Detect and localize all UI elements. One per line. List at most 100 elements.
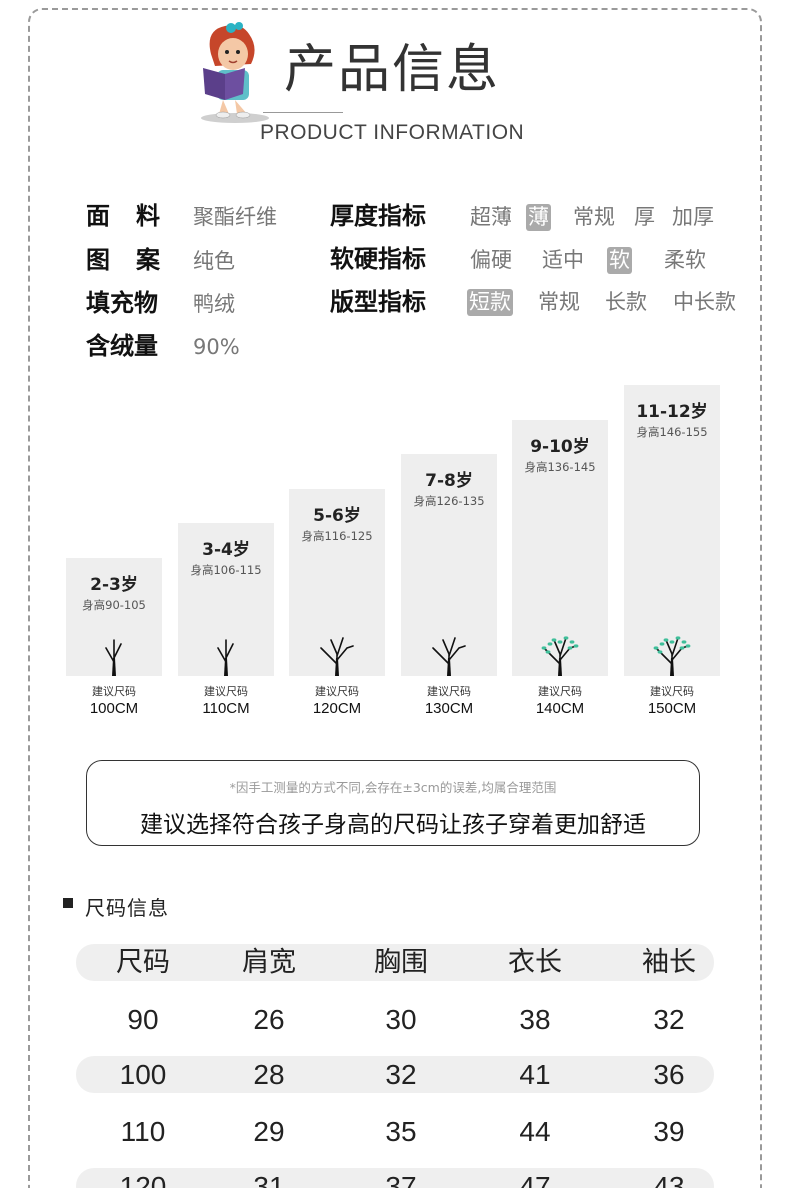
height-bar: 11-12岁身高146-155	[624, 385, 720, 676]
measurement-error-note: *因手工测量的方式不同,会存在±3cm的误差,均属合理范围	[229, 780, 557, 795]
suggested-size-caption: 建议尺码 120CM	[289, 683, 385, 717]
height-range-label: 身高90-105	[82, 598, 146, 612]
thickness-option: 厚	[634, 205, 655, 229]
softness-option: 柔软	[664, 248, 706, 272]
table-cell: 47	[519, 1171, 551, 1188]
age-label: 2-3岁	[90, 575, 138, 595]
height-bar: 3-4岁身高106-115	[178, 523, 274, 676]
thickness-option-selected: 薄	[526, 204, 551, 231]
softness-option: 适中	[542, 248, 584, 272]
size-table-header: 尺码 肩宽 胸围 衣长 袖长	[76, 944, 714, 981]
table-cell: 110	[120, 1116, 166, 1147]
suggested-size-label: 建议尺码	[650, 685, 694, 698]
header-cell: 袖长	[642, 947, 696, 978]
table-cell: 35	[385, 1116, 417, 1147]
table-cell: 38	[519, 1004, 551, 1035]
height-bar: 2-3岁身高90-105	[66, 558, 162, 676]
pattern-value: 纯色	[193, 249, 235, 273]
height-bar: 9-10岁身高136-145	[512, 420, 608, 676]
size-value: 100CM	[89, 700, 139, 717]
suggested-size-caption: 建议尺码 130CM	[401, 683, 497, 717]
table-cell: 39	[653, 1116, 685, 1147]
table-row: 100 28 32 41 36	[76, 1056, 714, 1093]
height-range-label: 身高146-155	[636, 425, 708, 439]
suggested-size-caption: 建议尺码 140CM	[512, 683, 608, 717]
table-cell: 90	[127, 1004, 159, 1035]
leafy-tree-icon	[653, 636, 691, 676]
measurement-notice: *因手工测量的方式不同,会存在±3cm的误差,均属合理范围 建议选择符合孩子身高…	[86, 760, 700, 846]
leafy-tree-icon	[541, 636, 579, 676]
fit-label: 版型指标	[330, 288, 426, 316]
suggested-size-caption: 建议尺码 150CM	[624, 683, 720, 717]
table-cell: 26	[253, 1004, 285, 1035]
product-info-title: 产品信息	[284, 40, 501, 100]
table-cell: 36	[653, 1059, 685, 1090]
suggested-size-caption: 建议尺码 110CM	[178, 683, 274, 717]
filling-label: 填充物	[86, 289, 158, 317]
bare-tree-icon	[432, 637, 466, 676]
fit-option-selected: 短款	[467, 289, 513, 316]
suggested-size-label: 建议尺码	[427, 685, 471, 698]
suggested-size-label: 建议尺码	[92, 685, 136, 698]
table-cell: 44	[519, 1116, 551, 1147]
size-value: 120CM	[312, 700, 362, 717]
table-cell: 32	[385, 1059, 417, 1090]
table-cell: 37	[385, 1171, 417, 1188]
age-label: 11-12岁	[636, 402, 708, 422]
size-info-title: 尺码信息	[85, 896, 169, 920]
fabric-label: 面料	[86, 202, 186, 230]
thickness-option: 加厚	[672, 205, 714, 229]
title-divider	[263, 112, 343, 113]
age-label: 3-4岁	[202, 540, 250, 560]
bare-tree-icon	[320, 637, 354, 676]
softness-label: 软硬指标	[330, 245, 426, 273]
table-cell: 29	[253, 1116, 285, 1147]
table-cell: 120	[119, 1171, 167, 1188]
table-cell: 28	[253, 1059, 285, 1090]
header-cell: 衣长	[508, 947, 562, 978]
size-value: 110CM	[202, 700, 250, 717]
bare-tree-icon	[105, 639, 122, 676]
age-label: 9-10岁	[530, 437, 590, 457]
height-range-label: 身高136-145	[524, 460, 596, 474]
table-row: 120 31 37 47 43	[76, 1168, 714, 1188]
height-range-label: 身高126-135	[413, 494, 485, 508]
header-cell: 肩宽	[242, 947, 296, 978]
thickness-option: 超薄	[470, 205, 512, 229]
height-bar: 7-8岁身高126-135	[401, 454, 497, 676]
suggested-size-label: 建议尺码	[204, 685, 248, 698]
down-content-label: 含绒量	[86, 332, 158, 360]
size-advice: 建议选择符合孩子身高的尺码让孩子穿着更加舒适	[140, 812, 646, 838]
size-value: 140CM	[535, 700, 585, 717]
age-label: 7-8岁	[425, 471, 473, 491]
height-range-label: 身高116-125	[301, 529, 373, 543]
size-value: 130CM	[424, 700, 474, 717]
suggested-size-caption: 建议尺码 100CM	[66, 683, 162, 717]
fit-option: 常规	[538, 290, 580, 314]
table-row: 110 29 35 44 39	[76, 1113, 714, 1150]
size-value: 150CM	[647, 700, 697, 717]
table-cell: 32	[653, 1004, 685, 1035]
thickness-option: 常规	[573, 205, 615, 229]
table-cell: 43	[653, 1171, 685, 1188]
pattern-label: 图案	[86, 246, 186, 274]
square-bullet-icon	[63, 898, 73, 908]
height-bar: 5-6岁 身高116-125	[289, 489, 385, 676]
table-cell: 100	[119, 1059, 167, 1090]
table-cell: 31	[253, 1171, 285, 1188]
fabric-value: 聚酯纤维	[193, 205, 277, 229]
bare-tree-icon	[217, 639, 234, 676]
reading-girl-mascot-icon	[201, 22, 269, 123]
softness-option: 偏硬	[470, 248, 512, 272]
height-range-label: 身高106-115	[190, 563, 262, 577]
fit-option: 长款	[605, 290, 647, 314]
page-frame	[28, 8, 762, 1188]
table-row: 90 26 30 38 32	[76, 1001, 714, 1038]
header-cell: 尺码	[116, 947, 170, 978]
softness-option-selected: 软	[607, 247, 632, 274]
filling-value: 鸭绒	[193, 292, 235, 316]
header-cell: 胸围	[374, 947, 428, 978]
table-cell: 30	[385, 1004, 417, 1035]
table-cell: 41	[519, 1059, 551, 1090]
suggested-size-label: 建议尺码	[538, 685, 582, 698]
